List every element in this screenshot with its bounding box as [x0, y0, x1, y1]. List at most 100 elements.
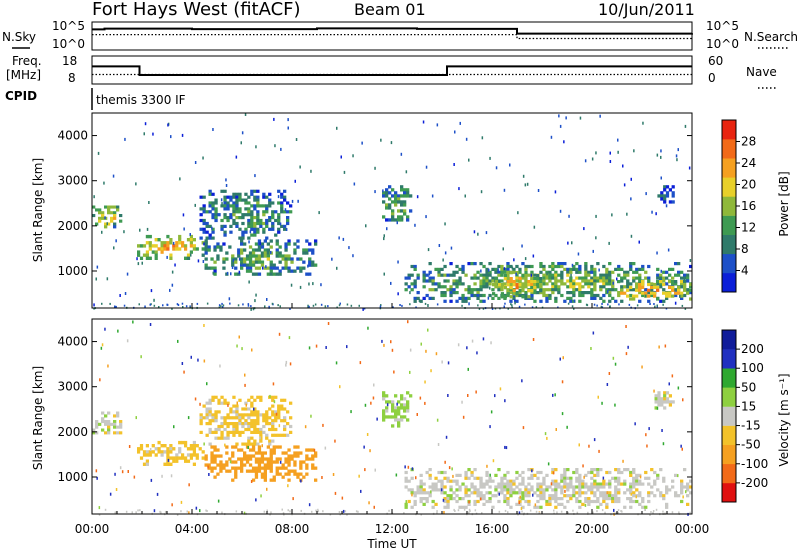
speckle-echo — [269, 394, 271, 398]
echo-cell — [566, 488, 570, 492]
speckle-echo — [244, 113, 247, 116]
echo-cell — [254, 272, 259, 276]
echo-cell — [557, 291, 561, 295]
speckle-echo — [127, 470, 129, 473]
echo-cell — [178, 247, 182, 251]
speckle-echo — [308, 282, 310, 286]
echo-cell — [250, 224, 254, 228]
echo-cell — [446, 497, 450, 501]
echo-cell — [151, 250, 155, 254]
echo-cell — [620, 291, 624, 295]
noise-tick-high-left: 10^5 — [52, 19, 85, 33]
echo-cell — [518, 289, 522, 293]
echo-cell — [248, 266, 253, 270]
echo-cell — [265, 419, 269, 423]
echo-cell — [638, 299, 642, 303]
noise-tick-low-left: 10^0 — [52, 37, 85, 51]
echo-cell — [617, 468, 621, 472]
speckle-echo — [374, 166, 376, 170]
speckle-echo — [550, 482, 553, 486]
speckle-echo — [369, 449, 371, 453]
echo-cell — [671, 288, 675, 292]
echo-cell — [98, 208, 102, 212]
echo-cell — [506, 283, 510, 287]
echo-cell — [260, 466, 265, 470]
speckle-echo — [383, 272, 385, 276]
speckle-echo — [247, 446, 249, 449]
echo-cell — [527, 491, 531, 495]
echo-cell — [671, 294, 675, 298]
y-tick-label: 3000 — [57, 380, 88, 394]
echo-cell — [593, 482, 597, 486]
echo-cell — [234, 257, 238, 261]
echo-cell — [551, 488, 555, 492]
echo-cell — [479, 282, 483, 286]
echo-cell — [238, 210, 242, 214]
speckle-echo — [623, 183, 626, 187]
echo-cell — [494, 494, 498, 498]
echo-cell — [213, 445, 217, 449]
echo-cell — [677, 270, 681, 274]
echo-cell — [647, 482, 651, 486]
near-range-echo — [463, 508, 466, 511]
echo-cell — [491, 267, 495, 271]
speckle-echo — [139, 228, 141, 232]
echo-cell — [238, 413, 242, 417]
echo-cell — [680, 291, 684, 295]
echo-cell — [641, 499, 645, 504]
speckle-echo — [199, 509, 201, 513]
echo-cell — [659, 299, 663, 303]
echo-cell — [241, 221, 245, 226]
echo-cell — [464, 470, 468, 475]
echo-cell — [659, 280, 663, 284]
echo-cell — [593, 491, 597, 495]
echo-cell — [406, 194, 410, 198]
echo-cell — [665, 397, 670, 401]
echo-cell — [527, 488, 531, 492]
echo-cell — [271, 422, 275, 426]
echo-cell — [416, 273, 420, 277]
echo-cell — [95, 425, 99, 429]
echo-cell — [500, 283, 504, 287]
echo-cell — [554, 505, 558, 509]
speckle-echo — [226, 271, 229, 275]
near-range-echo — [264, 305, 266, 308]
echo-cell — [608, 282, 612, 286]
echo-cell — [629, 262, 633, 266]
echo-cell — [572, 293, 576, 298]
speckle-echo — [318, 211, 320, 215]
echo-cell — [247, 207, 251, 211]
echo-cell — [662, 494, 666, 498]
echo-cell — [247, 201, 251, 205]
echo-cell — [302, 248, 306, 252]
echo-cell — [680, 485, 684, 489]
echo-cell — [92, 214, 96, 218]
echo-cell — [268, 204, 272, 208]
echo-cell — [575, 267, 579, 271]
speckle-echo — [107, 364, 109, 368]
speckle-echo — [427, 248, 430, 252]
echo-cell — [689, 479, 693, 483]
echo-cell — [145, 250, 149, 254]
echo-cell — [256, 230, 260, 234]
echo-cell — [208, 398, 212, 402]
echo-cell — [653, 294, 657, 298]
echo-cell — [248, 448, 253, 452]
echo-cell — [314, 239, 318, 243]
echo-cell — [287, 472, 291, 476]
echo-cell — [139, 244, 144, 248]
velocity-colorbar-label: Velocity [m s⁻¹] — [777, 373, 791, 466]
echo-cell — [208, 427, 212, 432]
echo-cell — [668, 400, 672, 404]
echo-cell — [419, 491, 423, 495]
echo-cell — [656, 282, 660, 286]
near-range-echo — [324, 305, 327, 308]
echo-cell — [500, 479, 504, 483]
echo-cell — [202, 416, 206, 420]
echo-cell — [192, 244, 196, 248]
echo-cell — [584, 291, 588, 295]
echo-cell — [557, 273, 561, 277]
speckle-echo — [96, 265, 99, 269]
echo-cell — [512, 296, 516, 300]
echo-cell — [98, 211, 102, 215]
